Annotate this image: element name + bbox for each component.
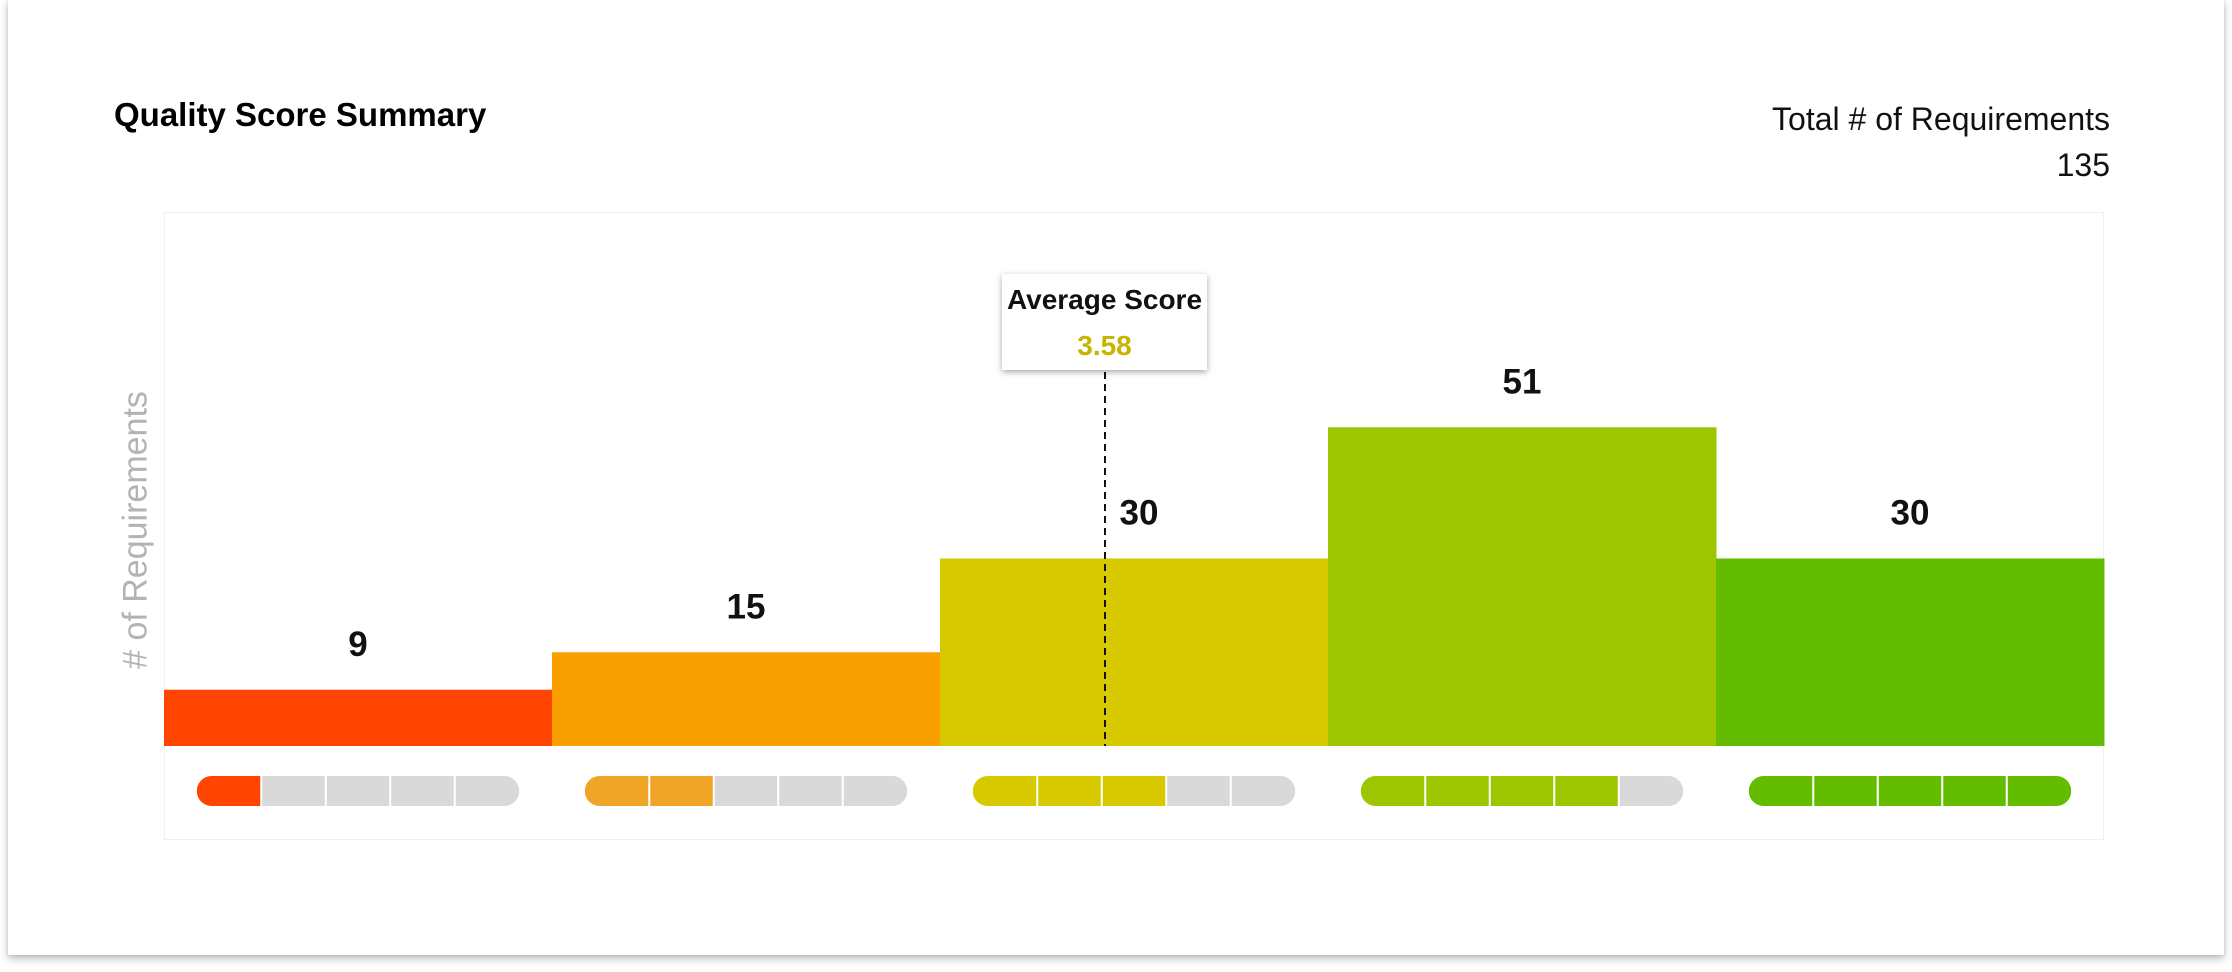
bar-value-label: 9 xyxy=(348,625,367,664)
rating-segment xyxy=(1037,776,1102,806)
rating-segment xyxy=(1877,776,1943,806)
rating-segment-divider xyxy=(1165,776,1168,806)
rating-segment-divider xyxy=(453,776,456,806)
bar-value-label: 51 xyxy=(1503,362,1542,401)
rating-segment xyxy=(1554,776,1619,806)
rating-segment-divider xyxy=(1036,776,1039,806)
bar-value-label: 30 xyxy=(1120,494,1159,533)
rating-segment-divider xyxy=(1424,776,1427,806)
rating-segment xyxy=(261,776,326,806)
rating-segment xyxy=(390,776,455,806)
rating-segment-divider xyxy=(1553,776,1556,806)
score-rating-pill-1 xyxy=(196,776,520,806)
average-score-label: Average Score xyxy=(1006,284,1203,315)
rating-segment-divider xyxy=(1229,776,1232,806)
rating-segment xyxy=(1813,776,1878,806)
total-requirements-value: 135 xyxy=(2056,147,2110,183)
rating-segment xyxy=(1101,776,1167,806)
rating-segment-divider xyxy=(324,776,327,806)
rating-segment-divider xyxy=(712,776,715,806)
rating-segment-divider xyxy=(841,776,844,806)
rating-segment xyxy=(1360,776,1426,806)
bar-score-1 xyxy=(164,689,553,746)
bar-score-3 xyxy=(940,558,1329,746)
score-rating-pill-2 xyxy=(584,776,908,806)
rating-segment-divider xyxy=(1488,776,1491,806)
total-requirements-label: Total # of Requirements xyxy=(1772,101,2110,137)
rating-segment-divider xyxy=(1100,776,1103,806)
rating-segment xyxy=(325,776,391,806)
rating-segment xyxy=(1618,776,1684,806)
bar-score-4 xyxy=(1328,427,1717,746)
plot-frame xyxy=(164,212,2104,840)
page-title: Quality Score Summary xyxy=(114,96,487,133)
bar-score-2 xyxy=(552,652,941,746)
average-score-tooltip: Average Score 3.58 xyxy=(1002,274,1207,370)
rating-segment xyxy=(2006,776,2072,806)
rating-segment xyxy=(1230,776,1296,806)
bar-value-label: 15 xyxy=(727,587,766,626)
rating-segment xyxy=(1748,776,1814,806)
average-score-value: 3.58 xyxy=(1077,330,1132,361)
bar-score-5 xyxy=(1716,558,2105,746)
rating-segment-divider xyxy=(1812,776,1815,806)
score-rating-pill-4 xyxy=(1360,776,1684,806)
rating-segment xyxy=(713,776,779,806)
rating-segment-divider xyxy=(1617,776,1620,806)
rating-segment xyxy=(1166,776,1231,806)
rating-segment xyxy=(778,776,843,806)
rating-segment-divider xyxy=(648,776,651,806)
rating-segment-divider xyxy=(2005,776,2008,806)
rating-segment xyxy=(454,776,520,806)
score-rating-pill-5 xyxy=(1748,776,2072,806)
rating-segment-divider xyxy=(777,776,780,806)
rating-segment xyxy=(649,776,714,806)
total-requirements: Total # of Requirements 135 xyxy=(1772,96,2110,188)
rating-segment xyxy=(196,776,262,806)
rating-segment xyxy=(972,776,1038,806)
rating-segment xyxy=(584,776,650,806)
rating-segment xyxy=(842,776,908,806)
rating-segment-divider xyxy=(260,776,263,806)
rating-segment xyxy=(1942,776,2007,806)
bar-value-label: 30 xyxy=(1891,494,1930,533)
rating-segment-divider xyxy=(389,776,392,806)
rating-segment-divider xyxy=(1876,776,1879,806)
rating-segment xyxy=(1489,776,1555,806)
rating-segment-divider xyxy=(1941,776,1944,806)
rating-segment xyxy=(1425,776,1490,806)
score-rating-pill-3 xyxy=(972,776,1296,806)
